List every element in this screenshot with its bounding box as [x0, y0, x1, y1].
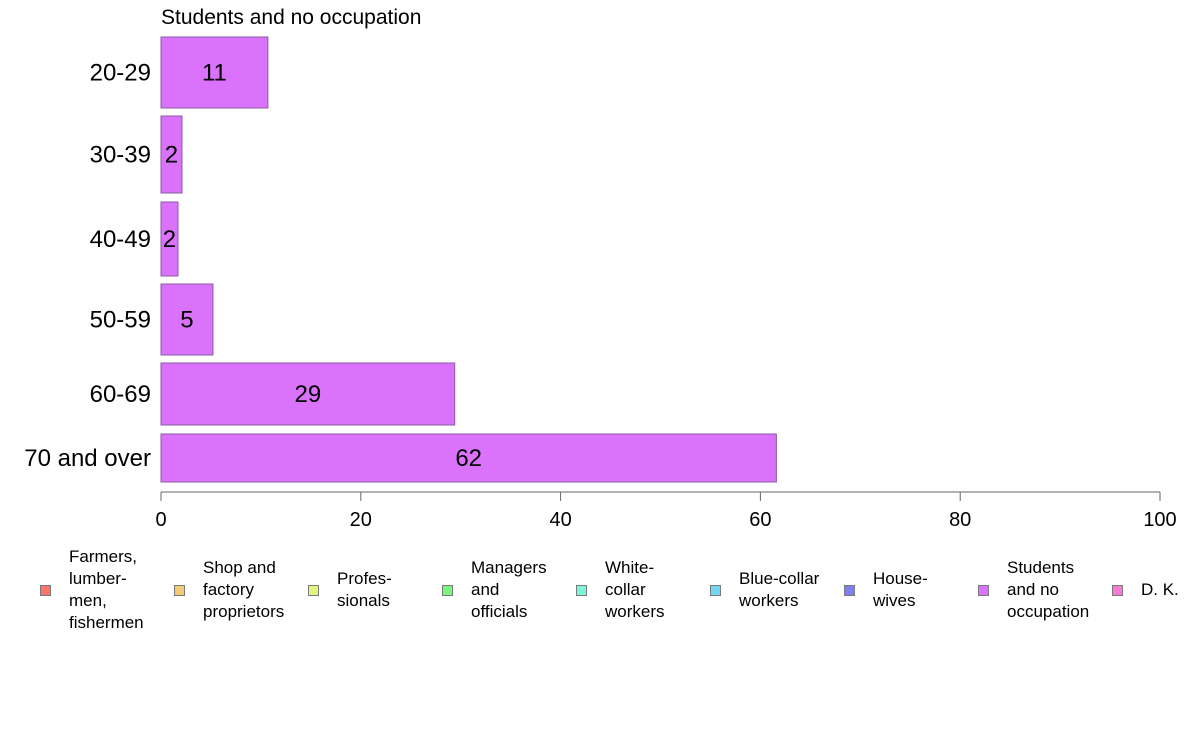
category-label: 30-39 — [90, 142, 151, 169]
legend-swatch — [844, 584, 855, 596]
legend-item: White- collar workers — [576, 540, 665, 640]
x-tick-label: 40 — [549, 509, 571, 531]
category-label: 60-69 — [90, 381, 151, 408]
legend: Farmers, lumber- men, fishermen Shop and … — [0, 540, 1188, 640]
data-label: 2 — [165, 142, 178, 169]
data-label: 5 — [180, 307, 193, 334]
data-label: 11 — [202, 60, 227, 87]
legend-item: Profes- sionals — [308, 540, 392, 640]
legend-label: Farmers, lumber- men, fishermen — [69, 547, 144, 632]
legend-swatch — [40, 584, 51, 596]
legend-label: Managers and officials — [471, 558, 547, 621]
x-tick-label: 80 — [949, 509, 971, 531]
legend-item: Shop and factory proprietors — [174, 540, 284, 640]
x-tick-label: 20 — [350, 509, 372, 531]
legend-label: Blue-collar workers — [739, 569, 820, 610]
category-label: 20-29 — [90, 60, 151, 87]
category-label: 70 and over — [24, 445, 151, 472]
data-label: 2 — [163, 226, 176, 253]
bar-70-and-over — [160, 433, 777, 483]
category-label: 50-59 — [90, 307, 151, 334]
data-label: 62 — [455, 445, 482, 472]
legend-label: D. K. — [1141, 580, 1179, 599]
legend-label: Profes- sionals — [337, 569, 392, 610]
bar-30-39 — [160, 115, 183, 194]
legend-swatch — [308, 584, 319, 596]
chart-title: Students and no occupation — [161, 6, 421, 29]
legend-swatch — [174, 584, 185, 596]
legend-swatch — [710, 584, 721, 596]
legend-label: Shop and factory proprietors — [203, 558, 285, 621]
legend-item: Managers and officials — [442, 540, 547, 640]
legend-label: Students and no occupation — [1007, 558, 1090, 621]
data-label: 29 — [295, 381, 322, 408]
bar-chart: Students and no occupation 20-29 11 30-39 2… — [24, 6, 1176, 531]
bar-40-49 — [160, 201, 179, 277]
legend-item: House- wives — [844, 540, 928, 640]
bar-50-59 — [160, 283, 214, 356]
legend-swatch — [978, 584, 989, 596]
legend-swatch — [1112, 584, 1123, 596]
x-tick-label: 100 — [1143, 509, 1176, 531]
legend-swatch — [442, 584, 453, 596]
legend-item: Blue-collar workers — [710, 540, 819, 640]
category-label: 40-49 — [90, 226, 151, 253]
legend-swatch — [576, 584, 587, 596]
x-tick-label: 60 — [749, 509, 771, 531]
legend-item: Farmers, lumber- men, fishermen — [40, 540, 144, 640]
legend-label: White- collar workers — [605, 558, 665, 621]
bar-60-69 — [160, 362, 456, 426]
x-tick-label: 0 — [155, 509, 166, 531]
legend-item: D. K. — [1112, 540, 1179, 640]
legend-item: Students and no occupation — [978, 540, 1089, 640]
legend-label: House- wives — [873, 569, 928, 610]
bar-20-29 — [160, 36, 269, 109]
